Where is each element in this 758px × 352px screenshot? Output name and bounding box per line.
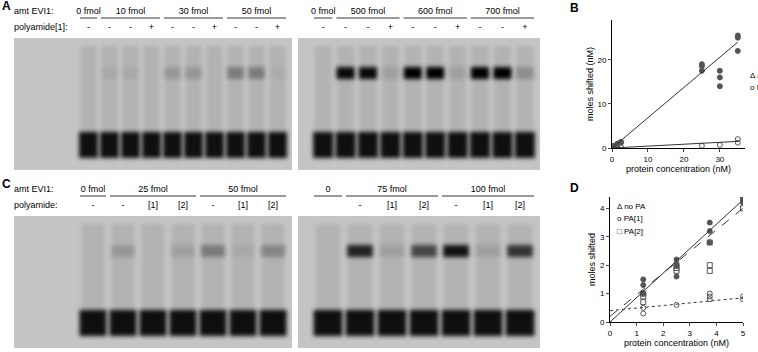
svg-text:D: D xyxy=(570,181,579,195)
svg-text:o PA[1]: o PA[1] xyxy=(750,83,758,92)
svg-text:-: - xyxy=(129,22,132,32)
svg-text:[2]: [2] xyxy=(178,200,188,210)
svg-text:-: - xyxy=(255,22,258,32)
svg-text:protein concentration (nM): protein concentration (nM) xyxy=(626,164,731,174)
svg-text:moles shifted (nM): moles shifted (nM) xyxy=(585,47,595,121)
svg-text:1: 1 xyxy=(600,289,605,298)
svg-text:0: 0 xyxy=(600,318,605,327)
svg-text:moles shifted: moles shifted xyxy=(587,233,597,286)
svg-text:0: 0 xyxy=(608,329,613,338)
svg-text:-: - xyxy=(322,22,325,32)
svg-text:1: 1 xyxy=(634,329,639,338)
svg-text:30: 30 xyxy=(715,155,724,164)
svg-text:0: 0 xyxy=(602,144,607,153)
svg-text:[1]: [1] xyxy=(483,200,493,210)
svg-text:600 fmol: 600 fmol xyxy=(418,6,453,16)
svg-text:2: 2 xyxy=(600,261,605,270)
svg-text:-: - xyxy=(192,22,195,32)
svg-text:25 fmol: 25 fmol xyxy=(138,184,168,194)
svg-text:20: 20 xyxy=(679,155,688,164)
svg-text:-: - xyxy=(122,200,125,210)
svg-text:[1]: [1] xyxy=(148,200,158,210)
svg-text:-: - xyxy=(501,22,504,32)
svg-text:4: 4 xyxy=(714,329,719,338)
svg-text:-: - xyxy=(367,22,370,32)
svg-text:-: - xyxy=(234,22,237,32)
svg-text:-: - xyxy=(479,22,482,32)
svg-text:Δ no PA: Δ no PA xyxy=(617,202,646,211)
svg-text:-: - xyxy=(212,200,215,210)
svg-text:-: - xyxy=(92,200,95,210)
svg-text:0: 0 xyxy=(325,184,330,194)
svg-text:+: + xyxy=(275,22,280,32)
svg-text:+: + xyxy=(212,22,217,32)
svg-text:10 fmol: 10 fmol xyxy=(116,6,146,16)
svg-text:+: + xyxy=(149,22,154,32)
svg-text:[2]: [2] xyxy=(419,200,429,210)
svg-text:3: 3 xyxy=(600,233,605,242)
svg-text:50 fmol: 50 fmol xyxy=(228,184,258,194)
svg-text:polyamide[1]:: polyamide[1]: xyxy=(14,22,68,32)
svg-text:30 fmol: 30 fmol xyxy=(179,6,209,16)
svg-text:2: 2 xyxy=(661,329,666,338)
svg-text:-: - xyxy=(434,22,437,32)
svg-text:75 fmol: 75 fmol xyxy=(377,184,407,194)
svg-text:-: - xyxy=(87,22,90,32)
svg-text:-: - xyxy=(344,22,347,32)
svg-text:polyamide:: polyamide: xyxy=(14,200,58,210)
svg-text:-: - xyxy=(108,22,111,32)
svg-text:-: - xyxy=(359,200,362,210)
svg-text:protein concentration (nM): protein concentration (nM) xyxy=(624,338,729,348)
svg-text:500 fmol: 500 fmol xyxy=(351,6,386,16)
svg-text:o PA[1]: o PA[1] xyxy=(617,214,643,223)
svg-text:0 fmol: 0 fmol xyxy=(311,6,336,16)
svg-text:B: B xyxy=(570,1,579,15)
svg-text:3: 3 xyxy=(688,329,693,338)
svg-text:A: A xyxy=(2,0,11,13)
svg-text:[2]: [2] xyxy=(515,200,525,210)
svg-text:10: 10 xyxy=(597,100,606,109)
svg-text:-: - xyxy=(411,22,414,32)
svg-text:0 fmol: 0 fmol xyxy=(76,6,101,16)
svg-text:10: 10 xyxy=(643,155,652,164)
svg-text:50 fmol: 50 fmol xyxy=(242,6,272,16)
svg-text:amt EVI1:: amt EVI1: xyxy=(14,6,54,16)
svg-text:[1]: [1] xyxy=(238,200,248,210)
svg-text:[1]: [1] xyxy=(387,200,397,210)
svg-text:□ PA[2]: □ PA[2] xyxy=(617,227,643,236)
svg-text:100 fmol: 100 fmol xyxy=(471,184,506,194)
svg-text:0 fmol: 0 fmol xyxy=(81,184,106,194)
svg-text:-: - xyxy=(171,22,174,32)
svg-text:0: 0 xyxy=(610,155,615,164)
svg-text:700 fmol: 700 fmol xyxy=(485,6,520,16)
svg-text:[2]: [2] xyxy=(268,200,278,210)
svg-text:+: + xyxy=(455,22,460,32)
svg-text:Δ no PA: Δ no PA xyxy=(750,71,758,80)
svg-text:4: 4 xyxy=(600,204,605,213)
svg-text:C: C xyxy=(2,177,11,191)
svg-text:20: 20 xyxy=(597,56,606,65)
svg-text:amt EVI1:: amt EVI1: xyxy=(14,184,54,194)
svg-text:5: 5 xyxy=(741,329,746,338)
svg-text:-: - xyxy=(455,200,458,210)
svg-text:+: + xyxy=(522,22,527,32)
svg-text:+: + xyxy=(388,22,393,32)
